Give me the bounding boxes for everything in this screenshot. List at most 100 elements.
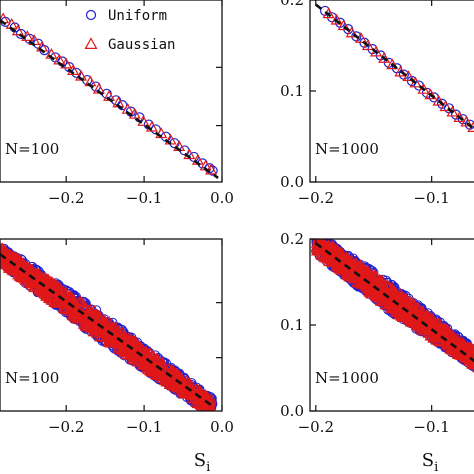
- gaussian-point: [387, 286, 399, 297]
- gaussian-point: [31, 280, 43, 290]
- gaussian-point: [112, 325, 123, 336]
- x-axis-label: Si: [422, 450, 439, 474]
- gaussian-point: [6, 264, 18, 275]
- gaussian-point: [205, 163, 218, 175]
- gaussian-point: [148, 364, 160, 375]
- panel-annotation: N=1000: [315, 369, 379, 387]
- gaussian-point: [80, 318, 91, 329]
- gaussian-point: [470, 354, 474, 361]
- gaussian-point: [360, 265, 371, 275]
- axes-frame: [0, 0, 223, 183]
- plot-area: [314, 3, 474, 132]
- gaussian-point: [50, 298, 62, 308]
- gaussian-point: [337, 19, 350, 31]
- gaussian-point: [127, 351, 139, 362]
- gaussian-point: [335, 261, 346, 272]
- gaussian-point: [194, 386, 206, 396]
- panel-top-right: −0.2 −0.1 0.0 0.1 0.2 N=1000: [280, 0, 474, 207]
- plot-area: [0, 242, 218, 411]
- gaussian-point: [113, 342, 124, 352]
- x-tick-label: −0.1: [413, 418, 449, 436]
- y-tick-label: 0.1: [280, 316, 304, 334]
- gaussian-point: [363, 286, 375, 297]
- x-tick-label: 0.0: [210, 189, 234, 207]
- gaussian-point: [374, 292, 386, 303]
- gaussian-point: [8, 262, 20, 272]
- gaussian-point: [44, 291, 55, 302]
- gaussian-point: [84, 302, 96, 313]
- gaussian-point: [73, 296, 85, 306]
- gaussian-point: [48, 278, 60, 288]
- gaussian-point: [399, 311, 411, 321]
- gaussian-point: [37, 271, 49, 282]
- gaussian-point: [145, 120, 158, 132]
- gaussian-point: [424, 88, 437, 100]
- gaussian-point: [178, 380, 189, 390]
- x-axis-label: Si: [194, 450, 211, 474]
- gaussian-point: [58, 301, 69, 311]
- panel-annotation: N=1000: [315, 140, 379, 158]
- legend-uniform-marker: [85, 9, 97, 21]
- gaussian-point: [155, 127, 168, 139]
- gaussian-point: [371, 288, 383, 298]
- gaussian-point: [116, 337, 128, 347]
- gaussian-point: [77, 319, 89, 329]
- gaussian-point: [393, 299, 404, 310]
- gaussian-point: [17, 272, 29, 283]
- x-tick-label: −0.2: [298, 189, 334, 207]
- gaussian-point: [406, 302, 418, 313]
- gaussian-point: [438, 325, 449, 336]
- fit-line: [314, 3, 474, 131]
- gaussian-point: [436, 336, 448, 347]
- gaussian-point: [71, 313, 83, 324]
- gaussian-point: [94, 331, 105, 342]
- x-tick-label: −0.1: [413, 189, 449, 207]
- gaussian-point: [28, 282, 39, 292]
- gaussian-point: [155, 366, 167, 377]
- y-tick-label: 0.0: [280, 173, 304, 191]
- gaussian-point: [424, 330, 436, 341]
- gaussian-point: [363, 279, 374, 289]
- gaussian-point: [327, 254, 339, 265]
- gaussian-point: [30, 269, 42, 280]
- gaussian-point: [201, 395, 213, 406]
- gaussian-point: [135, 343, 147, 354]
- gaussian-point: [365, 268, 377, 278]
- gaussian-point: [122, 349, 133, 359]
- gaussian-point: [397, 290, 409, 301]
- gaussian-point: [355, 279, 367, 289]
- gaussian-point: [427, 333, 439, 343]
- gaussian-point: [101, 329, 113, 340]
- gaussian-point: [441, 339, 452, 350]
- gaussian-point: [0, 257, 8, 268]
- gaussian-point: [168, 365, 179, 375]
- y-tick-label: 0.1: [280, 82, 304, 100]
- gaussian-point: [348, 262, 359, 273]
- gaussian-point: [152, 353, 164, 364]
- gaussian-point: [356, 262, 368, 272]
- gaussian-point: [176, 387, 188, 398]
- gaussian-point: [345, 26, 358, 38]
- gaussian-point: [413, 309, 424, 319]
- gaussian-point: [191, 393, 202, 404]
- gaussian-point: [409, 303, 421, 314]
- gaussian-point: [77, 297, 89, 307]
- gaussian-point: [351, 277, 362, 287]
- gaussian-point: [18, 270, 29, 280]
- gaussian-point: [375, 276, 387, 287]
- gaussian-point: [376, 286, 388, 296]
- x-axis-label-subscript: i: [206, 460, 210, 474]
- gaussian-point: [64, 303, 76, 314]
- gaussian-point: [432, 94, 445, 106]
- gaussian-point: [448, 344, 460, 355]
- gaussian-point: [451, 347, 463, 357]
- gaussian-point: [402, 70, 415, 82]
- gaussian-point: [21, 260, 33, 270]
- legend-gaussian-label: Gaussian: [108, 37, 175, 53]
- gaussian-point: [371, 286, 383, 296]
- gaussian-point: [326, 251, 338, 262]
- panel-bottom-right: −0.2 −0.1 0.0 0.1 0.2 N=1000 Si: [280, 230, 474, 474]
- gaussian-point: [21, 30, 34, 42]
- gaussian-point: [22, 263, 33, 273]
- gaussian-point: [386, 58, 399, 70]
